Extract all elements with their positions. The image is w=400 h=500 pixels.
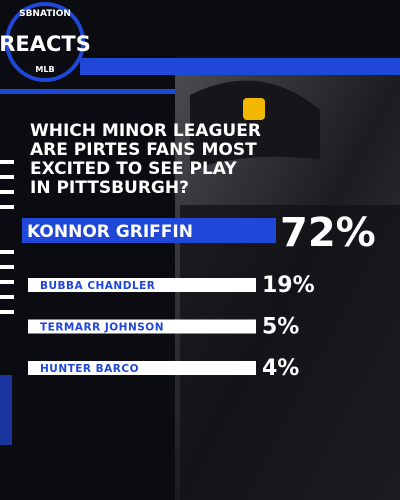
question-line: EXCITED TO SEE PLAY xyxy=(30,159,237,179)
logo-brand: SBNATION xyxy=(19,9,71,19)
question-line: WHICH MINOR LEAGUER xyxy=(30,121,261,141)
top-stripe xyxy=(80,58,400,75)
result-name: BUBBA CHANDLER xyxy=(40,280,155,292)
result-bar xyxy=(28,319,256,334)
under-stripe xyxy=(0,89,175,94)
helmet xyxy=(190,80,320,170)
jersey xyxy=(180,205,400,500)
result-percent: 19% xyxy=(262,273,315,298)
result-name: HUNTER BARCO xyxy=(40,363,139,375)
left-ticks xyxy=(0,160,14,445)
result-name: TERMARR JOHNSON xyxy=(40,322,164,334)
logo-league: MLB xyxy=(35,65,54,74)
result-percent: 4% xyxy=(262,356,299,381)
result-bar xyxy=(28,361,256,375)
result-bar xyxy=(22,218,276,243)
left-panel xyxy=(0,0,175,500)
logo-title: REACTS xyxy=(0,32,91,56)
result-percent: 72% xyxy=(280,210,376,256)
question-line: IN PITTSBURGH? xyxy=(30,178,189,198)
logo-ring xyxy=(5,2,85,82)
result-bar xyxy=(28,278,256,292)
question-line: ARE PIRTES FANS MOST xyxy=(30,140,257,160)
helmet-logo xyxy=(243,98,265,120)
result-percent: 5% xyxy=(262,315,299,340)
result-name: KONNOR GRIFFIN xyxy=(27,222,193,242)
